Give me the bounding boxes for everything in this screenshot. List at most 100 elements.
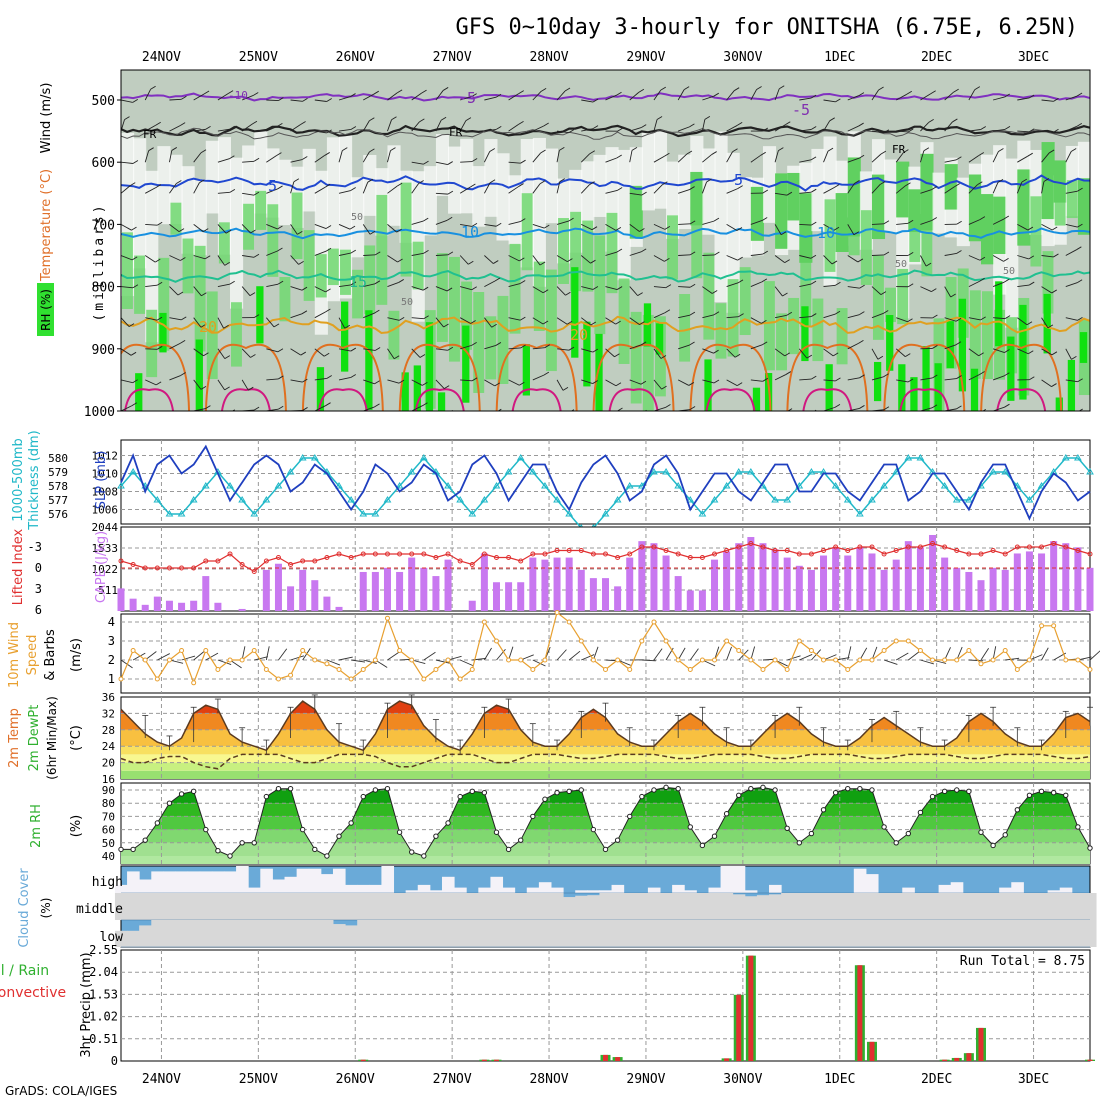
lifted-index-point — [384, 551, 390, 557]
wind-barb — [944, 378, 957, 381]
cloud-clear-cell — [417, 893, 431, 920]
wind-barb-flag — [786, 191, 793, 196]
wind-barb — [629, 91, 640, 101]
wind10-speed-point — [481, 619, 487, 625]
wind-barb-flag — [300, 121, 306, 125]
wind-barb — [290, 159, 303, 163]
wind-barb-flag — [737, 185, 743, 190]
wind-barb-flag — [827, 147, 834, 152]
wind-barb — [968, 129, 981, 132]
cloud-clear-cell — [696, 920, 709, 947]
cloud-clear-cell — [781, 920, 794, 947]
wind-barb — [144, 89, 152, 101]
wind-barb — [605, 348, 615, 358]
rh2m-point — [396, 829, 403, 835]
rh-moist — [570, 211, 582, 292]
wind-barb-flag — [447, 190, 454, 195]
wind-barb — [314, 130, 327, 134]
wind10-speed-point — [469, 667, 475, 672]
wind-barb-flag — [423, 160, 429, 165]
rh-saturated — [873, 361, 882, 402]
wind-barb — [702, 379, 715, 384]
label-15: 15 — [349, 273, 367, 291]
rh-moist — [812, 298, 824, 362]
wind-barb — [508, 221, 521, 225]
wind-barb — [121, 161, 133, 164]
cloud-clear-cell — [296, 893, 310, 920]
wind10-barb — [483, 647, 492, 661]
cloud-clear-cell — [756, 920, 770, 947]
wind-barb — [726, 224, 738, 231]
wind-barb — [847, 183, 855, 194]
wind-barb — [750, 220, 763, 225]
cloud-clear-cell — [853, 893, 867, 920]
rh-saturated — [1055, 397, 1063, 411]
wind-barb-flag — [277, 280, 284, 285]
temp-tick-36: 36 — [102, 691, 115, 704]
wind-barb — [508, 124, 519, 132]
label-m10: -10 — [228, 89, 248, 102]
credit: GrADS: COLA/IGES — [5, 1084, 117, 1098]
wind-barb-flag — [810, 280, 817, 285]
wind-barb — [169, 317, 182, 321]
wind-barb-flag — [520, 218, 526, 222]
thickness-point — [444, 482, 452, 489]
thickness-point — [541, 482, 549, 489]
temp-label-1: 2m Temp — [7, 708, 22, 768]
wind-barb-flag — [1076, 122, 1083, 127]
rh-saturated — [159, 312, 167, 353]
wind-barb — [968, 184, 978, 194]
cloud-clear-cell — [332, 924, 346, 947]
cloud-clear-cell — [345, 925, 358, 947]
wind-barb-flag — [369, 117, 375, 122]
wind-barb — [968, 89, 976, 101]
wind-barb-flag — [471, 93, 477, 97]
wind-barb — [605, 224, 617, 231]
wind-barb — [144, 150, 150, 163]
wind-barb-flag — [176, 180, 182, 184]
rh-moist — [897, 268, 909, 325]
wind-barb-flag — [203, 228, 209, 233]
wind-barb — [750, 281, 763, 288]
lifted-index-point — [796, 551, 802, 557]
thickness-point — [1086, 468, 1094, 475]
wind-barb — [653, 407, 666, 411]
wind-barb — [121, 379, 133, 384]
cloud-clear-cell — [236, 920, 249, 947]
lifted-index-point — [445, 551, 451, 557]
wind-barb-flag — [592, 286, 599, 290]
rh-moist — [981, 291, 993, 380]
wind-barb-flag — [491, 323, 497, 328]
wind-barb — [121, 405, 132, 411]
wind-barb — [290, 348, 302, 356]
cape-bar — [698, 590, 706, 611]
wind-barb-flag — [639, 321, 645, 326]
bottom-date-2DEC: 2DEC — [921, 1072, 952, 1087]
wind-barb — [823, 348, 834, 357]
wind-barb-flag — [980, 316, 986, 321]
wind-barb-flag — [297, 230, 303, 235]
wind-barb-flag — [326, 98, 332, 102]
cloud-clear-cell — [647, 920, 661, 947]
wind-barb-flag — [156, 316, 163, 321]
lifted-index-point — [1039, 544, 1045, 550]
lifted-index-point — [360, 551, 366, 557]
wind-barb — [678, 189, 690, 194]
cloud-clear-cell — [1047, 920, 1061, 947]
cape-bar — [371, 571, 379, 611]
wind-barb-flag — [853, 231, 860, 236]
wind10-label-3: & Barbs — [43, 629, 58, 681]
wind10-barb — [496, 648, 506, 661]
wind-barb-flag — [564, 87, 571, 92]
wind-barb — [992, 218, 1005, 225]
wind-barb-flag — [393, 355, 400, 360]
cloud-clear-cell — [114, 930, 128, 947]
wind-barb-flag — [277, 348, 284, 353]
rh2m-point — [493, 829, 500, 835]
cloud-clear-cell — [248, 920, 261, 947]
wind-barb-flag — [811, 188, 817, 193]
wind-barb — [387, 150, 391, 163]
wind-barb — [871, 376, 884, 381]
cape-bar — [541, 559, 549, 611]
cloud-clear-cell — [550, 887, 564, 893]
